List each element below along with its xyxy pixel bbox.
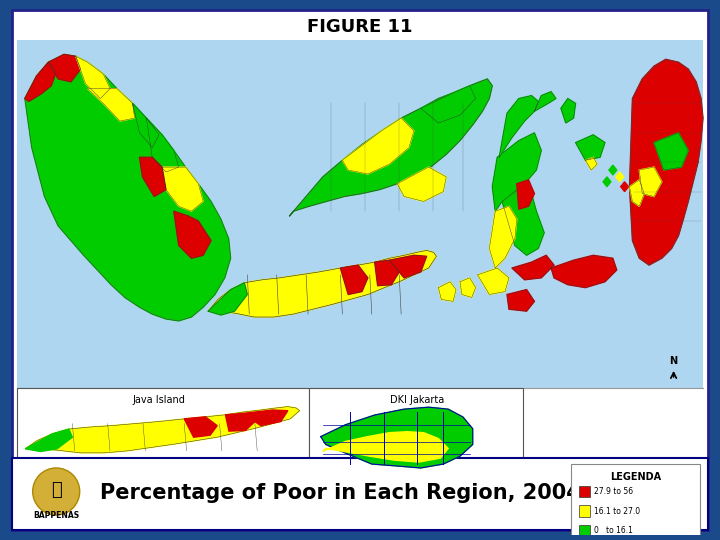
Polygon shape [132,103,159,147]
Text: FIGURE 11: FIGURE 11 [307,18,413,36]
Polygon shape [507,289,534,311]
Text: Percentage of Poor in Each Region, 2004: Percentage of Poor in Each Region, 2004 [100,483,581,503]
Polygon shape [48,55,81,82]
Bar [309,388,523,458]
Polygon shape [374,260,399,286]
Polygon shape [561,98,575,123]
Polygon shape [512,255,554,280]
Polygon shape [629,59,703,265]
Polygon shape [24,55,230,321]
Polygon shape [654,133,688,170]
Bar [17,40,703,388]
Polygon shape [629,180,644,206]
Polygon shape [208,283,247,315]
Polygon shape [477,268,509,294]
Text: 16.1 to 27.0: 16.1 to 27.0 [594,507,640,516]
Polygon shape [585,157,597,170]
Polygon shape [146,118,179,172]
Polygon shape [343,118,414,174]
Polygon shape [289,79,492,216]
Polygon shape [438,282,456,301]
Polygon shape [184,417,217,437]
Polygon shape [76,56,110,98]
Polygon shape [25,429,72,451]
Polygon shape [420,86,476,123]
Polygon shape [490,206,517,268]
Text: LEGENDA: LEGENDA [610,472,661,482]
Polygon shape [397,167,446,201]
Text: 0   to 16.1: 0 to 16.1 [594,526,633,535]
Polygon shape [208,251,436,317]
Bar [571,464,700,540]
Polygon shape [88,89,135,121]
Polygon shape [492,133,541,211]
Circle shape [32,468,80,515]
Polygon shape [140,157,166,197]
Polygon shape [534,92,556,111]
Bar [579,485,590,497]
Polygon shape [174,211,211,258]
Text: 27.9 to 56: 27.9 to 56 [594,487,634,496]
Bar [12,458,708,530]
Bar [17,388,309,458]
Polygon shape [162,167,203,211]
Polygon shape [575,135,605,160]
Polygon shape [609,165,617,175]
Polygon shape [243,410,288,426]
Polygon shape [603,177,611,187]
Polygon shape [390,255,427,278]
Polygon shape [621,182,629,192]
Polygon shape [341,265,368,294]
Text: DKI Jakarta: DKI Jakarta [390,395,444,406]
Bar [579,505,590,517]
Polygon shape [321,407,473,468]
Polygon shape [502,187,544,255]
Polygon shape [499,96,539,157]
Text: N: N [670,356,678,366]
Polygon shape [25,407,300,453]
Polygon shape [517,180,534,209]
Text: BAPPENAS: BAPPENAS [33,511,79,520]
Polygon shape [616,172,624,182]
Polygon shape [24,62,56,102]
Polygon shape [551,255,617,288]
Polygon shape [225,414,255,431]
Polygon shape [460,278,476,298]
Bar [579,525,590,537]
Polygon shape [639,167,662,197]
Text: Java Island: Java Island [132,395,186,406]
Text: 🦅: 🦅 [51,481,62,498]
Polygon shape [323,431,448,462]
